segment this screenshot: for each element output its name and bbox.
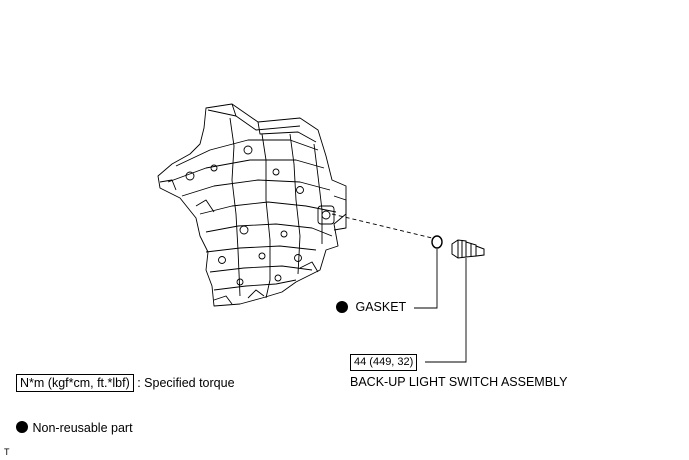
gasket-label: GASKET <box>355 300 407 314</box>
legend-torque-box: N*m (kgf*cm, ft.*lbf) <box>16 374 134 392</box>
legend-torque: N*m (kgf*cm, ft.*lbf) : Specified torque <box>16 374 235 392</box>
legend-nonreusable-text: Non-reusable part <box>32 421 133 435</box>
switch-body <box>451 239 485 259</box>
corner-mark: T <box>4 447 10 457</box>
switch-label: BACK-UP LIGHT SWITCH ASSEMBLY <box>350 375 568 389</box>
nonreusable-dot-icon <box>336 301 348 313</box>
gasket-leader-line <box>414 249 438 309</box>
switch-torque-box: 44 (449, 32) <box>350 354 418 371</box>
gasket-ring <box>431 235 443 249</box>
alignment-dashed-line <box>331 213 433 239</box>
transmission-case <box>157 103 347 307</box>
nonreusable-dot-icon <box>16 421 28 433</box>
legend-nonreusable: Non-reusable part <box>16 421 133 435</box>
legend-torque-text: : Specified torque <box>137 376 235 390</box>
gasket-callout: GASKET <box>336 300 406 314</box>
switch-leader-line <box>425 258 467 363</box>
